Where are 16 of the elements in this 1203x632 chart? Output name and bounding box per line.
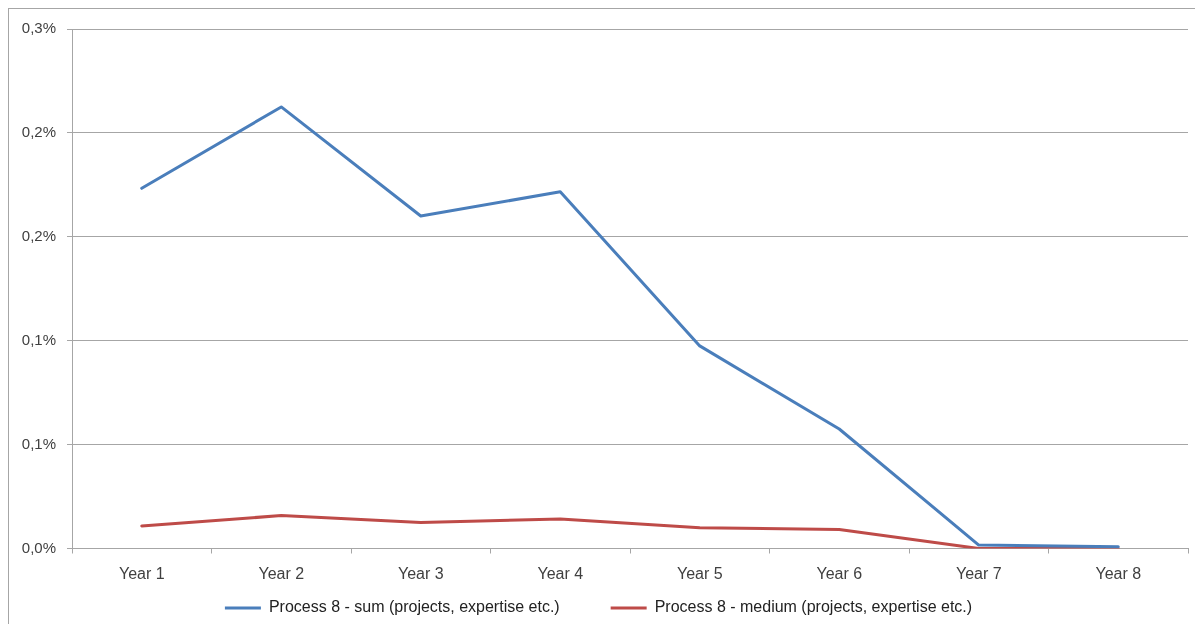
- y-tick-label: 0,1%: [21, 434, 56, 452]
- legend-label: Process 8 - sum (projects, expertise etc.): [268, 598, 560, 616]
- x-tick-label: Year 5: [676, 564, 723, 582]
- x-tick-label: Year 4: [537, 564, 584, 582]
- x-tick-label: Year 8: [1095, 564, 1142, 582]
- x-tick-label: Year 3: [397, 564, 444, 582]
- y-tick-label: 0,1%: [21, 330, 56, 348]
- x-tick-label: Year 1: [118, 564, 165, 582]
- y-tick-label: 0,2%: [21, 226, 56, 244]
- x-tick-label: Year 6: [816, 564, 863, 582]
- y-tick-label: 0,3%: [21, 19, 56, 37]
- legend-label: Process 8 - medium (projects, expertise etc.): [654, 598, 973, 616]
- x-tick-label: Year 2: [258, 564, 305, 582]
- y-tick-label: 0,0%: [21, 538, 56, 556]
- x-tick-label: Year 7: [955, 564, 1002, 582]
- y-tick-label: 0,2%: [21, 123, 56, 141]
